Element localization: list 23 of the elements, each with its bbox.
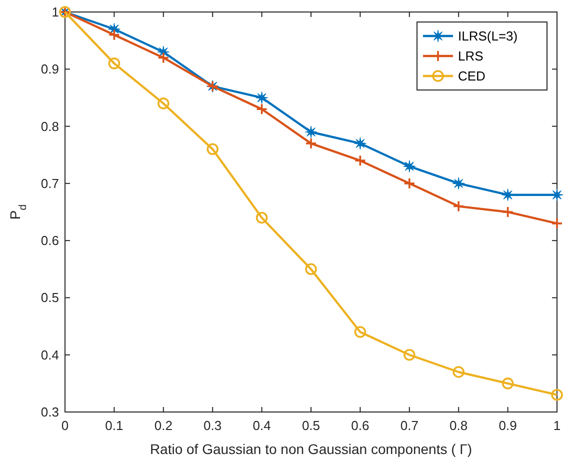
x-tick-label: 0.5 [302,418,320,433]
x-tick-label: 0.6 [351,418,370,433]
y-tick-label: 1 [52,4,59,20]
y-tick-label: 0.7 [40,176,59,191]
y-tick-label: 0.9 [40,62,59,77]
x-tick-label: 0.8 [450,418,468,433]
y-tick-label: 0.6 [40,233,59,248]
y-tick-label: 0.5 [40,290,59,306]
x-tick-label: 0.9 [498,418,517,433]
y-tick-label: 0.3 [40,404,59,420]
x-tick-label: 0.2 [154,418,172,433]
x-tick-label: 1 [553,418,561,433]
legend-label: CED [458,68,486,84]
legend-label: ILRS(L=3) [458,28,518,44]
legend-label: LRS [458,48,484,64]
x-tick-label: 0.4 [252,418,271,433]
x-axis-title: Ratio of Gaussian to non Gaussian components ( Γ) [150,441,472,457]
x-tick-label: 0.3 [204,418,222,433]
x-tick-label: 0.7 [400,418,418,433]
y-tick-label: 0.4 [40,347,59,362]
y-tick-label: 0.8 [40,118,59,134]
x-tick-label: 0 [61,418,69,433]
x-tick-label: 0.1 [105,418,124,433]
